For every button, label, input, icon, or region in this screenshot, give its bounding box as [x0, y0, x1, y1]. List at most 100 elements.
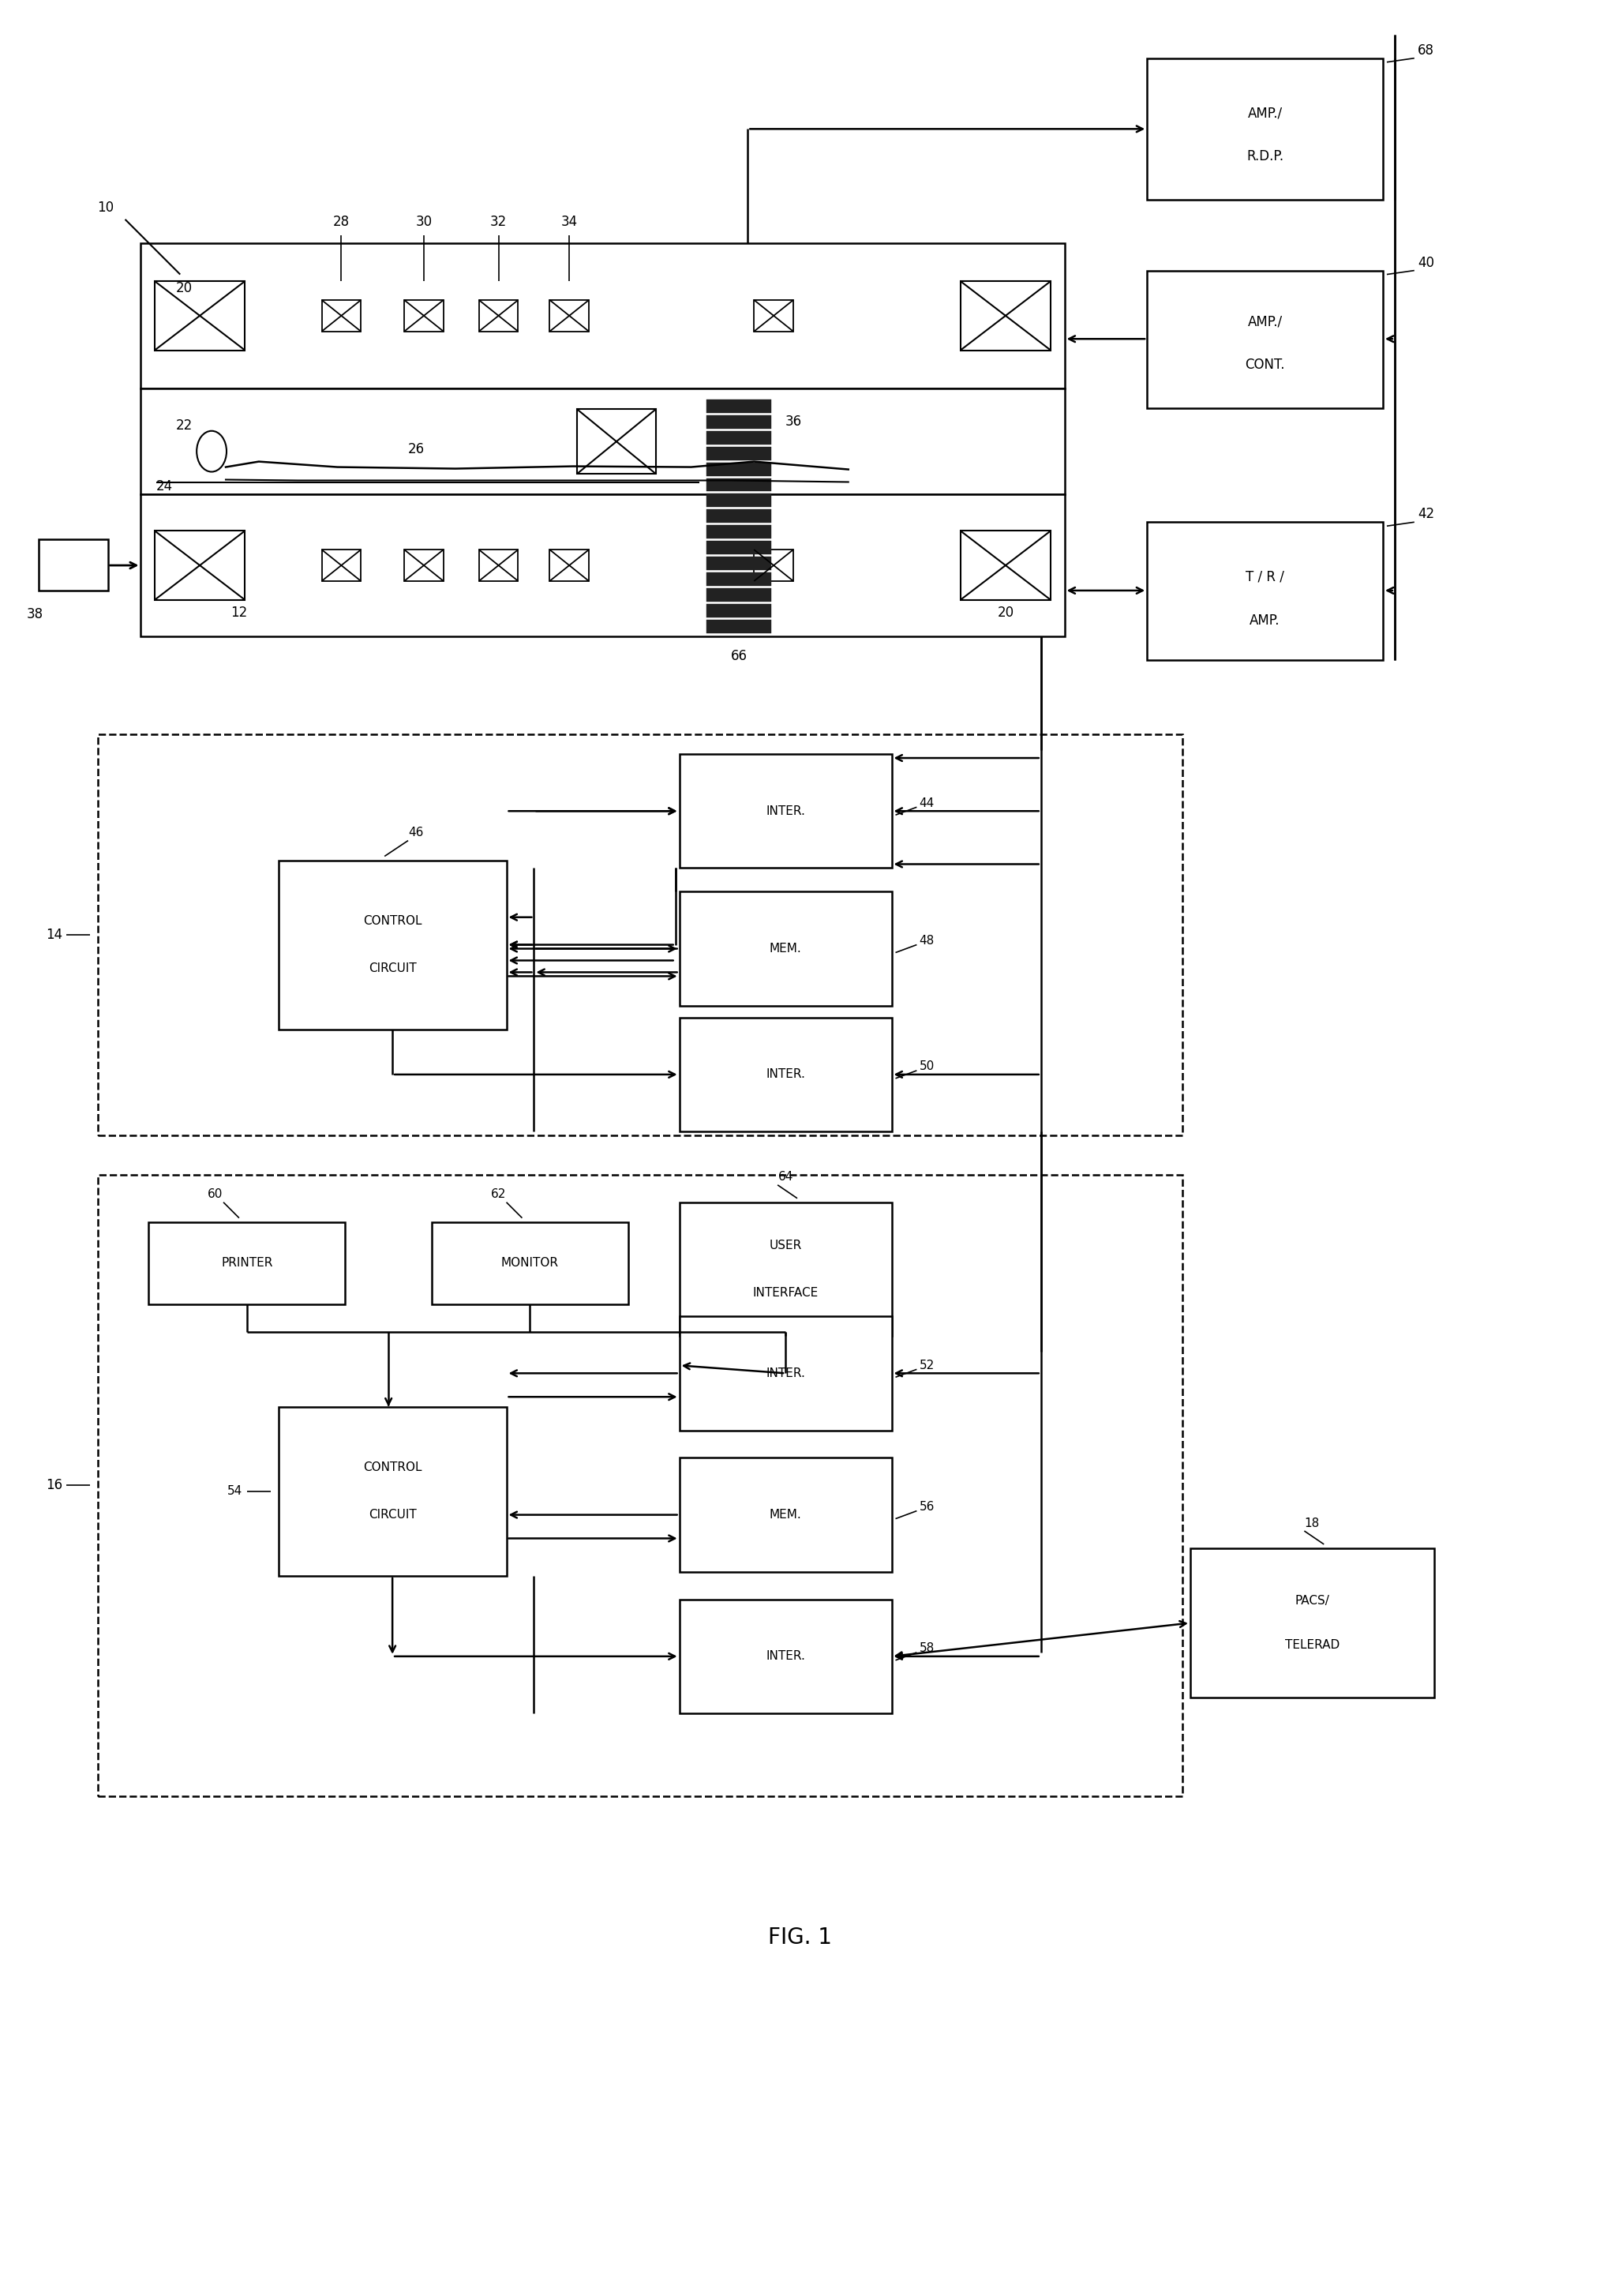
Bar [278, 1407, 506, 1575]
Text: AMP./: AMP./ [1248, 106, 1282, 119]
Text: 36: 36 [786, 416, 802, 429]
Bar [707, 494, 771, 507]
Bar [1147, 271, 1382, 409]
Text: TELERAD: TELERAD [1285, 1639, 1339, 1651]
Bar [1190, 1548, 1434, 1697]
Text: T / R /: T / R / [1246, 569, 1285, 583]
Text: 56: 56 [920, 1502, 934, 1513]
Text: 58: 58 [920, 1642, 934, 1655]
Text: 64: 64 [778, 1171, 794, 1182]
Bar [707, 588, 771, 602]
Bar [680, 1017, 891, 1132]
Text: 18: 18 [1304, 1518, 1320, 1529]
Bar [322, 549, 362, 581]
Text: 50: 50 [920, 1061, 934, 1072]
Bar [578, 409, 656, 473]
Text: 68: 68 [1418, 44, 1435, 57]
Bar [322, 301, 362, 331]
Bar [707, 604, 771, 618]
Bar [155, 280, 245, 351]
Text: CONTROL: CONTROL [363, 1463, 422, 1474]
Text: 60: 60 [208, 1189, 222, 1201]
Text: AMP.: AMP. [1250, 613, 1280, 627]
Bar [707, 416, 771, 429]
Bar [707, 542, 771, 553]
Text: 34: 34 [562, 214, 578, 230]
Text: FIG. 1: FIG. 1 [768, 1926, 832, 1949]
Text: CONT.: CONT. [1245, 358, 1285, 372]
Bar [98, 1176, 1182, 1795]
Text: 52: 52 [920, 1359, 934, 1371]
Text: CONTROL: CONTROL [363, 916, 422, 928]
Bar [141, 388, 1064, 494]
Bar [141, 494, 1064, 636]
Text: 62: 62 [491, 1189, 506, 1201]
Text: CIRCUIT: CIRCUIT [368, 962, 416, 974]
Text: AMP./: AMP./ [1248, 315, 1282, 328]
Bar [707, 510, 771, 523]
Bar [1147, 521, 1382, 659]
Text: 14: 14 [46, 928, 62, 941]
Bar [707, 572, 771, 585]
Bar [707, 448, 771, 459]
Bar [1147, 57, 1382, 200]
Text: 24: 24 [157, 480, 173, 494]
Bar [432, 1221, 629, 1304]
Bar [960, 280, 1051, 351]
Bar [680, 891, 891, 1006]
Text: 40: 40 [1418, 255, 1435, 269]
Bar [38, 540, 107, 590]
Text: 46: 46 [408, 827, 424, 838]
Bar [680, 1316, 891, 1430]
Text: INTER.: INTER. [766, 1368, 805, 1380]
Text: 32: 32 [490, 214, 507, 230]
Text: INTER.: INTER. [766, 1651, 805, 1662]
Text: PACS/: PACS/ [1294, 1596, 1330, 1607]
Bar [98, 735, 1182, 1137]
Text: 20: 20 [176, 280, 192, 296]
Bar [680, 1600, 891, 1713]
Bar [155, 530, 245, 599]
Text: 30: 30 [416, 214, 432, 230]
Text: PRINTER: PRINTER [221, 1258, 272, 1270]
Bar [478, 549, 518, 581]
Text: 38: 38 [26, 606, 43, 622]
Text: MONITOR: MONITOR [501, 1258, 558, 1270]
Bar [707, 432, 771, 443]
Bar [707, 526, 771, 540]
Text: 12: 12 [230, 606, 248, 620]
Text: MEM.: MEM. [770, 944, 802, 955]
Text: 54: 54 [227, 1486, 243, 1497]
Bar [754, 301, 794, 331]
Bar [680, 1203, 891, 1336]
Bar [405, 549, 443, 581]
Bar [707, 461, 771, 475]
Bar [141, 243, 1064, 388]
Text: 22: 22 [176, 418, 192, 434]
Bar [405, 301, 443, 331]
Text: INTER.: INTER. [766, 806, 805, 817]
Bar [550, 549, 589, 581]
Bar [960, 530, 1051, 599]
Bar [707, 478, 771, 491]
Text: R.D.P.: R.D.P. [1246, 149, 1283, 163]
Bar [707, 620, 771, 634]
Text: USER: USER [770, 1240, 802, 1251]
Text: 48: 48 [920, 934, 934, 946]
Bar [754, 549, 794, 581]
Text: 44: 44 [920, 797, 934, 808]
Bar [707, 400, 771, 413]
Text: 20: 20 [997, 606, 1014, 620]
Text: CIRCUIT: CIRCUIT [368, 1508, 416, 1520]
Text: 26: 26 [408, 443, 424, 457]
Text: MEM.: MEM. [770, 1508, 802, 1520]
Text: 42: 42 [1418, 507, 1435, 521]
Text: 10: 10 [98, 200, 114, 216]
Text: 16: 16 [46, 1479, 62, 1492]
Bar [478, 301, 518, 331]
Bar [680, 1458, 891, 1573]
Bar [550, 301, 589, 331]
Text: 28: 28 [333, 214, 350, 230]
Bar [707, 556, 771, 569]
Bar [149, 1221, 346, 1304]
